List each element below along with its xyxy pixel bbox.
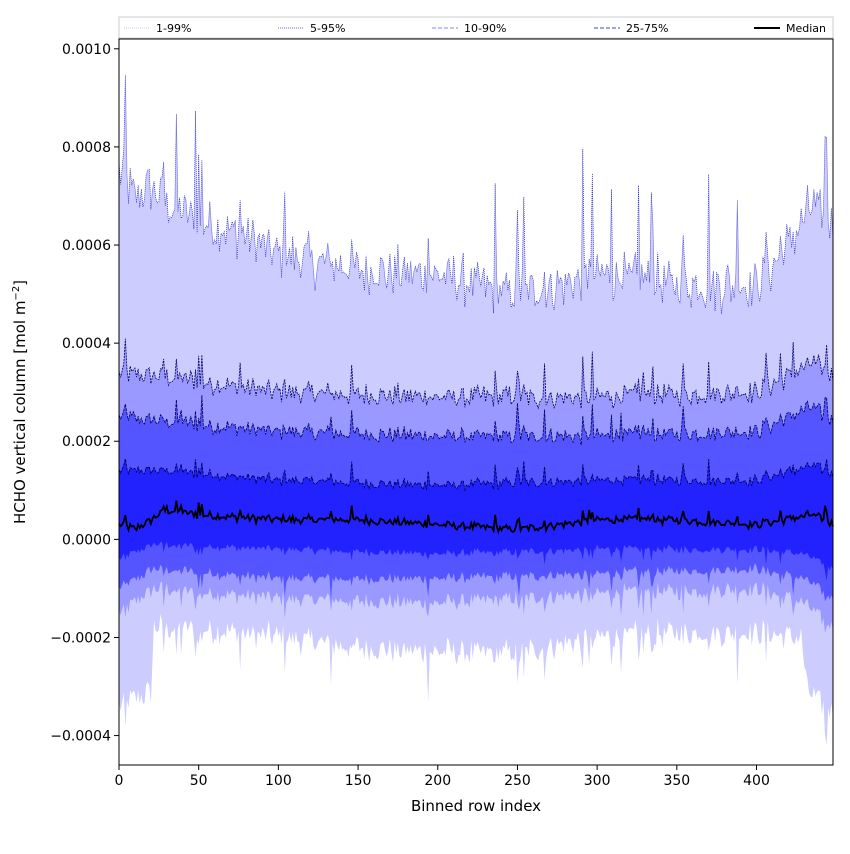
y-tick-label: 0.0008 xyxy=(62,140,111,156)
legend: 1-99% 5-95% 10-90% 25-75% Median xyxy=(118,16,834,39)
y-axis-label-superscript: −2 xyxy=(11,286,22,301)
percentile-lines xyxy=(118,74,834,535)
x-axis-ticks: 0 50 100 150 200 250 300 350 400 xyxy=(115,765,770,789)
y-axis-ticks: −0.0004 −0.0002 0.0000 0.0002 0.0004 0.0006 0.… xyxy=(50,42,119,745)
x-tick-label: 50 xyxy=(190,773,208,789)
x-tick-label: 250 xyxy=(504,773,531,789)
line-median xyxy=(118,500,834,535)
line-75-percentile xyxy=(118,458,834,492)
x-tick-label: 300 xyxy=(584,773,611,789)
x-tick-label: 100 xyxy=(265,773,292,789)
y-tick-label: 0.0010 xyxy=(62,42,111,58)
legend-label: Median xyxy=(786,22,826,35)
legend-label: 10-90% xyxy=(464,22,506,35)
x-tick-label: 150 xyxy=(345,773,372,789)
x-axis-label: Binned row index xyxy=(411,797,541,815)
y-tick-label: 0.0000 xyxy=(62,532,111,548)
line-95-percentile xyxy=(118,338,834,410)
x-tick-label: 200 xyxy=(424,773,451,789)
y-tick-label: −0.0004 xyxy=(50,729,111,745)
y-tick-label: 0.0002 xyxy=(62,434,111,450)
x-tick-label: 0 xyxy=(115,773,124,789)
band-25-75 xyxy=(119,458,833,581)
y-axis-label-close: ] xyxy=(11,280,29,286)
plot-frame xyxy=(118,38,834,766)
percentile-bands xyxy=(119,74,833,745)
y-tick-label: −0.0002 xyxy=(50,630,111,646)
y-tick-label: 0.0006 xyxy=(62,238,111,254)
legend-label: 25-75% xyxy=(626,22,668,35)
x-tick-label: 350 xyxy=(663,773,690,789)
y-axis-label-main: HCHO vertical column [mol m xyxy=(11,301,29,524)
legend-box xyxy=(118,16,834,39)
y-tick-label: 0.0004 xyxy=(62,336,111,352)
line-99-percentile xyxy=(118,74,834,315)
legend-label: 5-95% xyxy=(310,22,345,35)
x-tick-label: 400 xyxy=(743,773,770,789)
line-90-percentile xyxy=(118,395,834,446)
y-axis-label: HCHO vertical column [mol m−2] xyxy=(11,280,29,524)
legend-label: 1-99% xyxy=(156,22,191,35)
